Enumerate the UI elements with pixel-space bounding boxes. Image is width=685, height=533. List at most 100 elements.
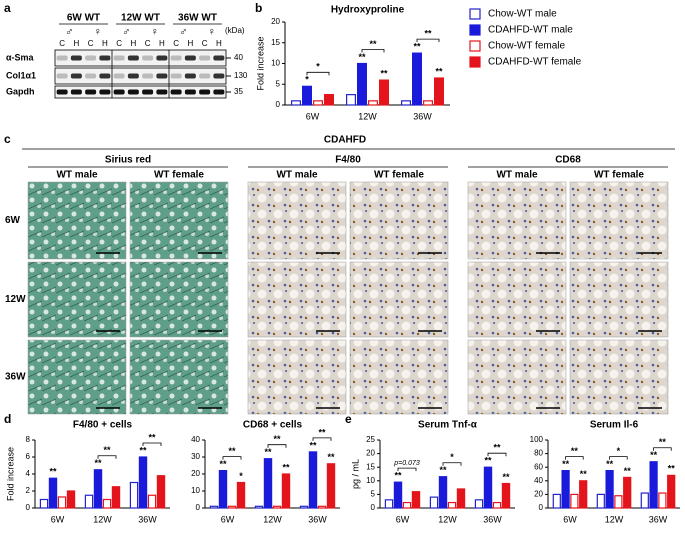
bar — [623, 476, 632, 509]
significance: ** — [439, 465, 447, 475]
y-tick-label: 10 — [191, 486, 200, 495]
blot-band — [170, 55, 182, 61]
x-tick-label: 36W — [138, 514, 157, 524]
lane-label: C — [145, 39, 151, 48]
blot-band — [170, 73, 182, 79]
sex-label: ♂ — [65, 26, 73, 38]
micrograph — [349, 181, 449, 260]
significance: ** — [139, 445, 147, 455]
sex-label: ♀ — [151, 26, 159, 38]
bracket — [312, 437, 332, 441]
y-tick-label: 40 — [191, 435, 200, 444]
blot-band — [142, 73, 154, 79]
bar — [501, 482, 511, 509]
kda-unit: (kDa) — [225, 26, 245, 35]
significance: ** — [309, 440, 317, 450]
blot-row-label: Col1α1 — [6, 70, 36, 80]
bar — [302, 85, 313, 106]
y-tick-label: 15 — [271, 38, 280, 47]
blot-band — [156, 73, 168, 79]
bar — [474, 499, 484, 509]
bracket-label: ** — [493, 443, 501, 453]
blot-band — [184, 55, 196, 61]
micrograph — [569, 339, 669, 415]
bracket-label: * — [617, 446, 621, 456]
blot-band — [199, 73, 211, 79]
blot-band — [85, 55, 97, 61]
column-label: WT male — [276, 170, 318, 181]
bracket-label: ** — [571, 446, 579, 456]
bar — [129, 481, 139, 509]
y-tick-label: 40 — [534, 476, 543, 485]
blot-band — [85, 89, 97, 95]
significance: ** — [264, 447, 272, 457]
blot-band — [85, 73, 97, 79]
blot-band — [56, 73, 68, 79]
row-label: 12W — [5, 294, 26, 305]
significance: ** — [358, 52, 366, 62]
bracket-label: ** — [424, 29, 432, 39]
column-label: WT female — [594, 170, 644, 181]
micrograph — [467, 181, 567, 260]
x-tick-label: 36W — [308, 514, 327, 524]
y-tick-label: 5 — [276, 79, 281, 88]
bracket — [267, 444, 287, 448]
blot-band — [113, 89, 125, 95]
kda-label: 35 — [234, 87, 243, 96]
significance: ** — [562, 459, 570, 469]
bar — [579, 480, 588, 509]
lane-label: H — [102, 39, 108, 48]
bar — [263, 458, 273, 509]
bracket — [442, 462, 462, 466]
bar — [368, 100, 379, 106]
blot-band — [70, 73, 82, 79]
bracket — [653, 447, 672, 451]
x-tick-label: 12W — [263, 514, 282, 524]
significance: ** — [49, 467, 57, 477]
y-tick-label: 0 — [371, 503, 376, 512]
stain-label: CD68 — [555, 155, 581, 166]
bracket-label: * — [450, 452, 454, 462]
bar — [649, 461, 658, 509]
micrograph — [247, 261, 347, 338]
y-tick-label: 2 — [26, 486, 31, 495]
panel-label: c — [4, 132, 11, 146]
bar — [658, 492, 667, 509]
y-tick-label: 5 — [371, 490, 376, 499]
stain-label: F4/80 — [335, 155, 361, 166]
significance: * — [305, 75, 309, 85]
stain-label: Sirius red — [105, 155, 151, 166]
legend-swatch — [469, 8, 481, 20]
bar — [281, 473, 291, 509]
column-label: WT male — [496, 170, 538, 181]
y-tick-label: 10 — [366, 476, 375, 485]
blot-band — [70, 89, 82, 95]
micrograph — [27, 261, 127, 338]
blot-band — [156, 55, 168, 61]
x-tick-label: 36W — [483, 514, 502, 524]
bar — [667, 474, 676, 509]
bar — [640, 492, 649, 509]
chart-title: Hydroxyproline — [331, 5, 405, 16]
y-axis-label: Fold increase — [255, 36, 265, 90]
y-axis-label: pg / mL — [350, 459, 360, 489]
x-tick-label: 36W — [649, 514, 668, 524]
y-tick-label: 25 — [366, 435, 375, 444]
blot-band — [184, 73, 196, 79]
y-tick-label: 4 — [26, 469, 31, 478]
bar — [605, 470, 614, 509]
bracket-label: ** — [318, 427, 326, 437]
blot-band — [156, 89, 168, 95]
bracket — [97, 455, 117, 459]
x-tick-label: 12W — [93, 514, 112, 524]
x-tick-label: 6W — [51, 514, 65, 524]
significance: ** — [624, 466, 632, 476]
bar — [596, 493, 605, 509]
bracket-label: ** — [103, 445, 111, 455]
x-tick-label: 36W — [413, 111, 432, 121]
lane-label: C — [88, 39, 94, 48]
micrograph — [247, 339, 347, 415]
chart-title: Serum Tnf-α — [418, 420, 478, 431]
bar — [138, 456, 148, 509]
significance: ** — [650, 450, 658, 460]
